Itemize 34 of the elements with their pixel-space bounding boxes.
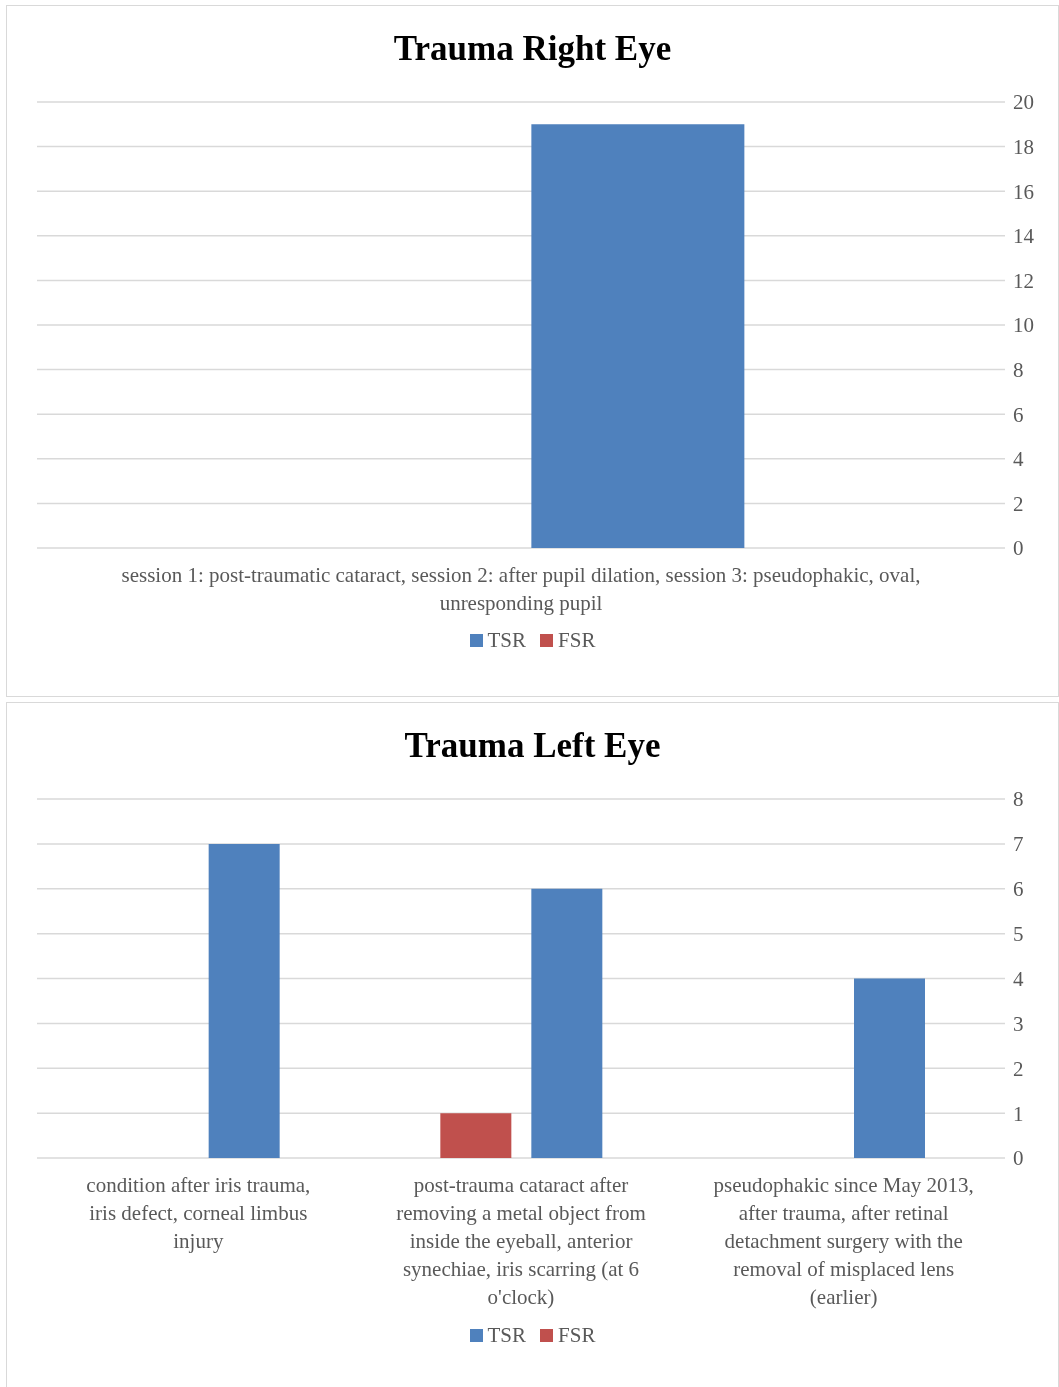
y-tick-label: 3 xyxy=(1013,1011,1024,1036)
bar xyxy=(531,888,603,1158)
y-tick-label: 6 xyxy=(1013,402,1024,427)
y-tick-label: 0 xyxy=(1013,1146,1024,1171)
x-tick-label: post-trauma cataract after removing a metal object from inside the eyeball, anterior synechiae, iris scarring (at 6 o'clock) xyxy=(396,1173,646,1309)
bar xyxy=(208,843,280,1158)
y-tick-label: 4 xyxy=(1013,447,1024,472)
y-tick-label: 20 xyxy=(1013,90,1034,115)
legend-label: TSR xyxy=(487,1323,527,1348)
y-tick-label: 2 xyxy=(1013,491,1024,516)
y-tick-label: 12 xyxy=(1013,268,1034,293)
legend-label: TSR xyxy=(487,628,527,653)
y-tick-label: 8 xyxy=(1013,358,1024,383)
y-tick-label: 14 xyxy=(1013,224,1035,249)
y-tick-label: 16 xyxy=(1013,179,1034,204)
y-tick-label: 7 xyxy=(1013,832,1024,857)
bar xyxy=(854,978,925,1158)
x-tick-label: condition after iris trauma, iris defect, corneal limbus injury xyxy=(86,1173,311,1253)
bar xyxy=(440,1113,512,1158)
y-tick-label: 8 xyxy=(1013,787,1024,812)
chart-title: Trauma Left Eye xyxy=(403,724,662,767)
y-tick-label: 6 xyxy=(1013,877,1024,902)
y-tick-label: 5 xyxy=(1013,922,1024,947)
legend-label: FSR xyxy=(558,1323,596,1348)
y-tick-label: 4 xyxy=(1013,966,1024,991)
y-tick-label: 2 xyxy=(1013,1056,1024,1081)
chart-title: Trauma Right Eye xyxy=(392,27,673,70)
x-tick-label: pseudophakic since May 2013, after trauma, after retinal detachment surgery with the removal of misplaced lens (earlier) xyxy=(713,1173,974,1309)
y-tick-label: 10 xyxy=(1013,313,1034,338)
y-tick-label: 1 xyxy=(1013,1101,1024,1126)
legend-label: FSR xyxy=(558,628,596,653)
x-tick-label: session 1: post-traumatic cataract, session 2: after pupil dilation, session 3: pseudophakic, oval, unresponding pupil xyxy=(121,563,921,615)
y-tick-label: 18 xyxy=(1013,135,1034,160)
y-tick-label: 0 xyxy=(1013,536,1024,561)
